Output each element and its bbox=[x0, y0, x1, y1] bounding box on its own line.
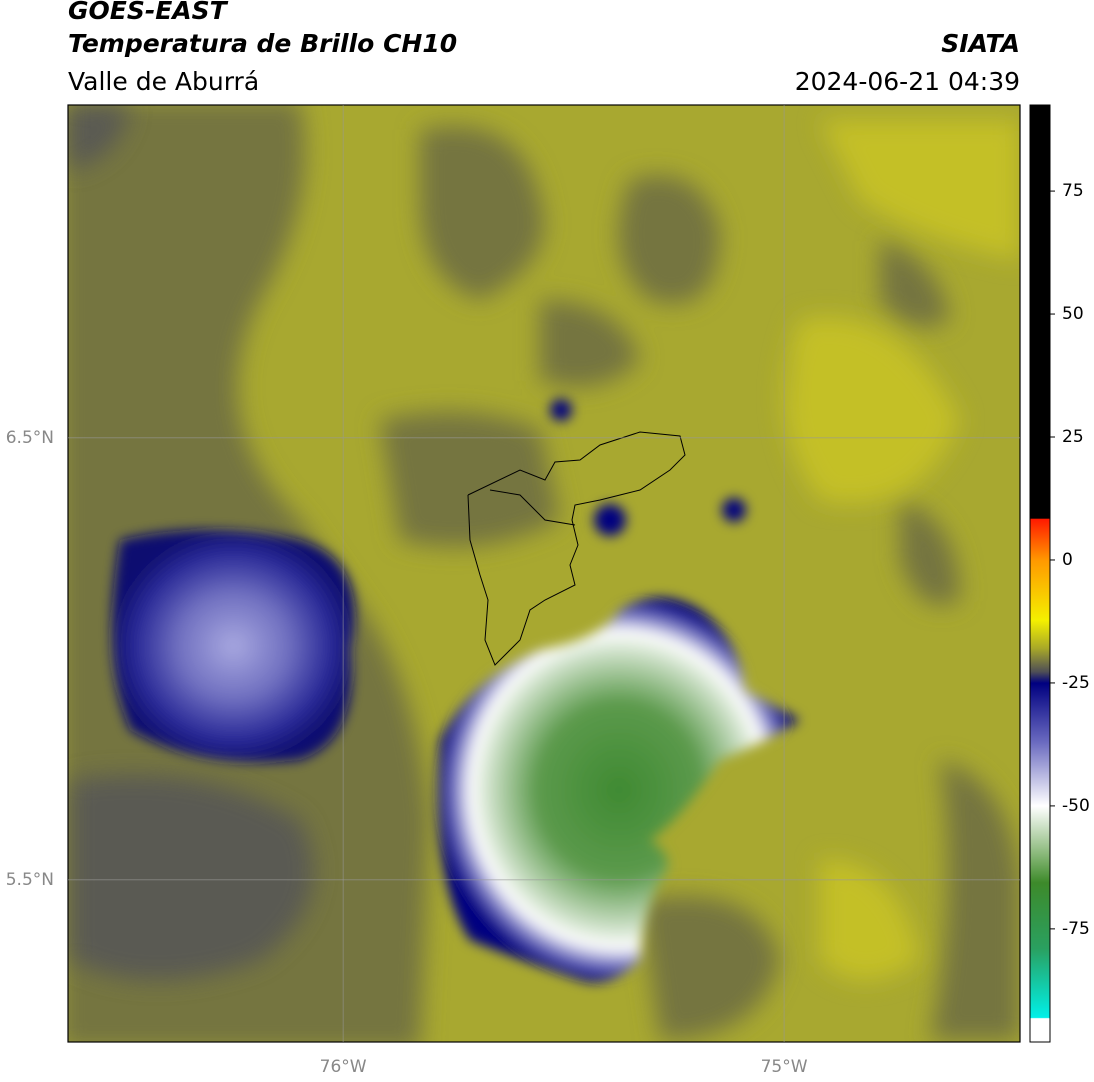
colorbar-tick-label: 50 bbox=[1062, 304, 1084, 324]
lon-tick-label: 76°W bbox=[320, 1057, 367, 1077]
lon-tick-label: 75°W bbox=[761, 1057, 808, 1077]
source: SIATA bbox=[941, 29, 1020, 58]
map-image bbox=[68, 105, 1020, 1042]
colorbar-tick-label: 25 bbox=[1062, 427, 1084, 447]
colorbar bbox=[1029, 104, 1051, 1043]
datetime: 2024-06-21 04:39 bbox=[795, 67, 1020, 96]
lat-tick-label: 6.5°N bbox=[6, 428, 54, 448]
map-frame bbox=[67, 104, 1021, 1043]
colorbar-tick-label: 0 bbox=[1062, 550, 1073, 570]
lat-tick-label: 5.5°N bbox=[6, 870, 54, 890]
region: Valle de Aburrá bbox=[68, 67, 259, 96]
colorbar-tick-label: -25 bbox=[1062, 673, 1090, 693]
colorbar-tick-label: 75 bbox=[1062, 181, 1084, 201]
colorbar-tick-label: -50 bbox=[1062, 796, 1090, 816]
colorbar-tick-label: -75 bbox=[1062, 919, 1090, 939]
title: GOES-EAST bbox=[68, 0, 229, 25]
subtitle: Temperatura de Brillo CH10 bbox=[68, 29, 457, 58]
